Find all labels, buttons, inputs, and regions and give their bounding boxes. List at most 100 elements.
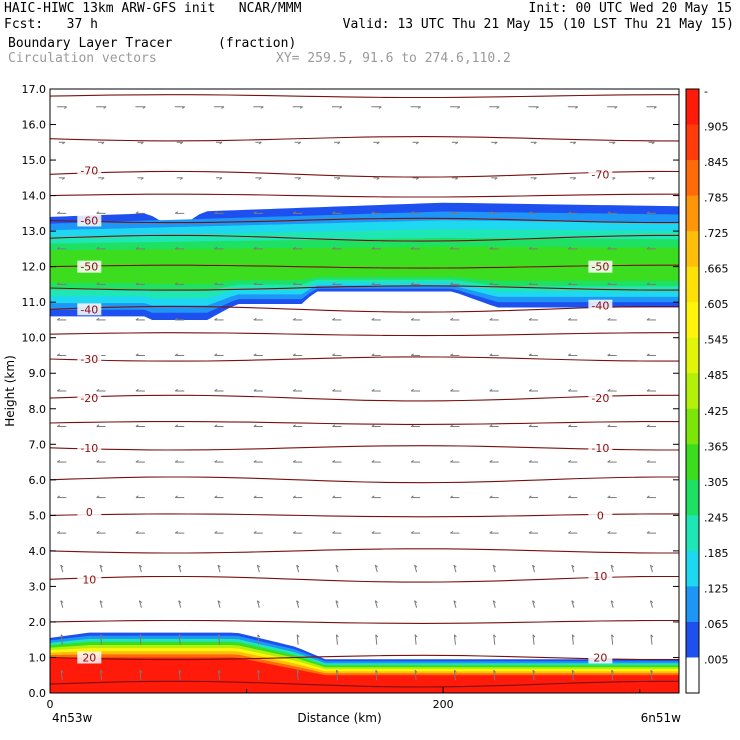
isotherm-label-bg bbox=[77, 392, 102, 405]
wind-vector-head bbox=[450, 282, 454, 285]
isotherm-line bbox=[50, 193, 679, 198]
wind-vector-head bbox=[135, 531, 139, 534]
x-tick-label: 0 bbox=[47, 698, 54, 711]
wind-vector bbox=[60, 565, 64, 573]
wind-vector-head bbox=[494, 177, 498, 180]
y-tick-label: 10.0 bbox=[22, 332, 47, 345]
wind-vector-head bbox=[450, 353, 454, 356]
model-title: HAIC-HIWC 13km ARW-GFS init NCAR/MMM bbox=[4, 1, 302, 16]
wind-vector-head bbox=[532, 564, 536, 568]
wind-vector-head bbox=[371, 282, 375, 285]
wind-vector-head bbox=[174, 211, 178, 214]
wind-vector-head bbox=[378, 106, 382, 109]
colorbar-swatch bbox=[686, 89, 699, 126]
wind-vector-head bbox=[410, 317, 414, 321]
isotherm-label-bg bbox=[588, 509, 613, 522]
wind-vector-head bbox=[101, 177, 105, 180]
wind-vector-head bbox=[64, 106, 68, 109]
wind-vector-head bbox=[62, 141, 66, 145]
isotherm-line bbox=[50, 445, 679, 451]
isotherm-label: -50 bbox=[80, 261, 98, 274]
colorbar-label: .785 bbox=[704, 192, 729, 205]
wind-vector-head bbox=[607, 353, 611, 356]
wind-vector-head bbox=[611, 669, 614, 673]
wind-vector-head bbox=[332, 211, 336, 214]
isotherm-line bbox=[50, 619, 679, 624]
wind-vector-head bbox=[337, 177, 341, 180]
wind-vector-head bbox=[489, 531, 493, 534]
wind-vector-head bbox=[60, 564, 64, 568]
wind-vector-head bbox=[214, 531, 218, 534]
wind-vector bbox=[60, 670, 63, 681]
wind-vector-head bbox=[371, 531, 375, 534]
wind-vector bbox=[532, 634, 535, 645]
wind-vector-head bbox=[607, 531, 611, 534]
wind-vector-head bbox=[489, 388, 493, 392]
wind-vector bbox=[178, 634, 181, 645]
wind-vector-head bbox=[257, 600, 260, 603]
wind-vector-head bbox=[568, 531, 572, 534]
wind-vector-head bbox=[568, 211, 572, 214]
wind-vector-head bbox=[174, 424, 178, 427]
wind-vector-head bbox=[568, 317, 572, 321]
wind-vector-head bbox=[218, 634, 221, 638]
colorbar-swatch bbox=[686, 373, 699, 410]
wind-vector-head bbox=[568, 353, 572, 356]
isotherm-label: -20 bbox=[591, 392, 609, 405]
wind-vector bbox=[374, 565, 378, 573]
wind-vector-head bbox=[646, 459, 650, 463]
colorbar-swatch bbox=[686, 657, 699, 694]
wind-vector-head bbox=[528, 424, 532, 427]
wind-vector-head bbox=[528, 531, 532, 534]
wind-vector bbox=[99, 600, 103, 608]
colorbar-swatch bbox=[686, 408, 699, 445]
wind-vector-head bbox=[614, 106, 618, 109]
y-tick-label: 0.0 bbox=[29, 687, 47, 700]
wind-vector-head bbox=[99, 564, 103, 568]
wind-vector bbox=[139, 634, 142, 645]
wind-vector-head bbox=[135, 211, 139, 214]
wind-vector-head bbox=[100, 634, 103, 638]
wind-vector-head bbox=[135, 424, 139, 427]
colorbar-swatch bbox=[686, 337, 699, 374]
wind-vector-head bbox=[62, 177, 66, 180]
y-tick-label: 7.0 bbox=[29, 438, 47, 451]
wind-vector-head bbox=[332, 317, 336, 321]
wind-vector-head bbox=[174, 353, 178, 356]
wind-vector-head bbox=[292, 211, 296, 214]
wind-vector-head bbox=[410, 246, 414, 250]
wind-vector-head bbox=[607, 246, 611, 250]
isotherm-label-bg bbox=[77, 651, 102, 664]
wind-vector-head bbox=[96, 211, 100, 214]
wind-vector-head bbox=[496, 106, 500, 109]
wind-vector-head bbox=[371, 211, 375, 214]
xy-label: XY= 259.5, 91.6 to 274.6,110.2 bbox=[276, 51, 511, 66]
wind-vector-head bbox=[174, 531, 178, 534]
plot-area: -70 -70 -60 -50 -50 -40 -40 -30 -20 -20 -10 -10 0 0 10… bbox=[50, 94, 679, 693]
isotherm-label: 10 bbox=[593, 570, 607, 583]
wind-vector-head bbox=[332, 424, 336, 427]
wind-vector-head bbox=[371, 388, 375, 392]
wind-vector-head bbox=[60, 669, 64, 673]
wind-vector-head bbox=[174, 495, 178, 499]
y-tick-label: 8.0 bbox=[29, 403, 47, 416]
wind-vector-head bbox=[253, 353, 257, 356]
wind-vector-head bbox=[494, 141, 498, 145]
wind-vector-head bbox=[568, 246, 572, 250]
wind-vector-head bbox=[292, 317, 296, 321]
y-tick-label: 6.0 bbox=[29, 474, 47, 487]
wind-vector-head bbox=[650, 600, 654, 603]
colorbar-swatch bbox=[686, 124, 699, 161]
wind-vector-head bbox=[454, 634, 457, 638]
wind-vector-head bbox=[135, 495, 139, 499]
isotherm-label-bg bbox=[588, 441, 613, 454]
wind-vector bbox=[296, 600, 300, 608]
wind-vector-head bbox=[653, 106, 657, 109]
wind-vector-head bbox=[528, 317, 532, 321]
wind-vector bbox=[610, 565, 614, 573]
colorbar-label: .545 bbox=[704, 334, 729, 347]
isotherm-label-bg bbox=[77, 214, 102, 227]
wind-vector-head bbox=[453, 564, 457, 568]
colorbar-label: .305 bbox=[704, 476, 729, 489]
wind-vector bbox=[610, 600, 614, 608]
